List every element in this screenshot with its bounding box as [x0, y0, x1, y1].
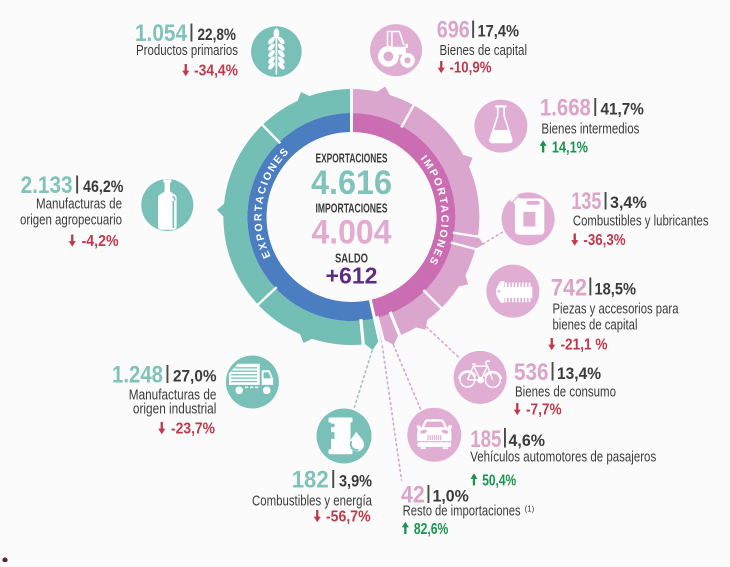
svg-text:Bienes de capital: Bienes de capital: [440, 42, 528, 59]
svg-text:bienes de capital: bienes de capital: [553, 317, 638, 334]
svg-text:origen agropecuario: origen agropecuario: [20, 212, 122, 229]
svg-text:-56,7%: -56,7%: [326, 509, 371, 526]
svg-text:536: 536: [514, 359, 549, 386]
svg-text:Vehículos automotores de pasaj: Vehículos automotores de pasajeros: [470, 449, 656, 466]
svg-text:-7,7%: -7,7%: [526, 402, 562, 419]
svg-text:4.004: 4.004: [312, 213, 392, 251]
svg-text:-34,4%: -34,4%: [194, 63, 238, 80]
svg-text:2.133: 2.133: [21, 172, 73, 199]
svg-text:-4,2%: -4,2%: [82, 233, 119, 250]
svg-text:Piezas y accesorios para: Piezas y accesorios para: [553, 301, 679, 318]
svg-text:Manufacturas de: Manufacturas de: [129, 387, 217, 404]
svg-text:4.616: 4.616: [311, 164, 392, 202]
svg-text:22,8%: 22,8%: [198, 26, 237, 44]
svg-text:-23,7%: -23,7%: [171, 421, 215, 438]
svg-text:3,9%: 3,9%: [339, 473, 372, 491]
svg-text:Combustibles y energía: Combustibles y energía: [252, 493, 372, 510]
svg-text:82,6%: 82,6%: [414, 521, 449, 538]
svg-text:SALDO: SALDO: [335, 250, 368, 265]
svg-text:46,2%: 46,2%: [83, 178, 124, 196]
svg-text:3,4%: 3,4%: [610, 194, 647, 212]
svg-text:IMPORTACIONES: IMPORTACIONES: [316, 200, 388, 215]
svg-text:4,6%: 4,6%: [509, 432, 546, 450]
svg-text:-36,3%: -36,3%: [583, 232, 625, 249]
svg-text:135: 135: [571, 188, 601, 215]
svg-text:696: 696: [437, 16, 470, 43]
svg-text:742: 742: [551, 275, 587, 302]
svg-text:origen industrial: origen industrial: [133, 401, 217, 418]
svg-text:Bienes de consumo: Bienes de consumo: [515, 384, 616, 401]
svg-text:(1): (1): [525, 505, 535, 514]
svg-text:42: 42: [401, 482, 425, 509]
svg-text:Productos primarios: Productos primarios: [136, 42, 238, 59]
svg-text:-10,9%: -10,9%: [450, 60, 492, 77]
svg-text:Manufacturas de: Manufacturas de: [36, 196, 122, 213]
svg-text:-21,1 %: -21,1 %: [561, 337, 608, 354]
svg-text:13,4%: 13,4%: [557, 365, 601, 383]
svg-text:185: 185: [470, 426, 501, 453]
svg-text:Resto de importaciones: Resto de importaciones: [403, 503, 521, 520]
svg-text:EXPORTACIONES: EXPORTACIONES: [316, 151, 388, 166]
svg-text:17,4%: 17,4%: [478, 22, 520, 40]
svg-text:14,1%: 14,1%: [552, 140, 588, 157]
svg-text:18,5%: 18,5%: [595, 281, 637, 299]
svg-text:+612: +612: [326, 262, 378, 288]
svg-text:1.668: 1.668: [540, 95, 591, 122]
svg-text:Combustibles y lubricantes: Combustibles y lubricantes: [573, 213, 709, 230]
svg-text:50,4%: 50,4%: [482, 473, 516, 490]
svg-text:27,0%: 27,0%: [173, 368, 217, 386]
svg-text:1.248: 1.248: [112, 362, 163, 389]
svg-text:1,0%: 1,0%: [433, 488, 470, 506]
svg-text:1.054: 1.054: [135, 20, 188, 47]
svg-text:182: 182: [292, 467, 329, 494]
svg-text:Bienes intermedios: Bienes intermedios: [541, 120, 639, 137]
svg-text:41,7%: 41,7%: [601, 101, 645, 119]
